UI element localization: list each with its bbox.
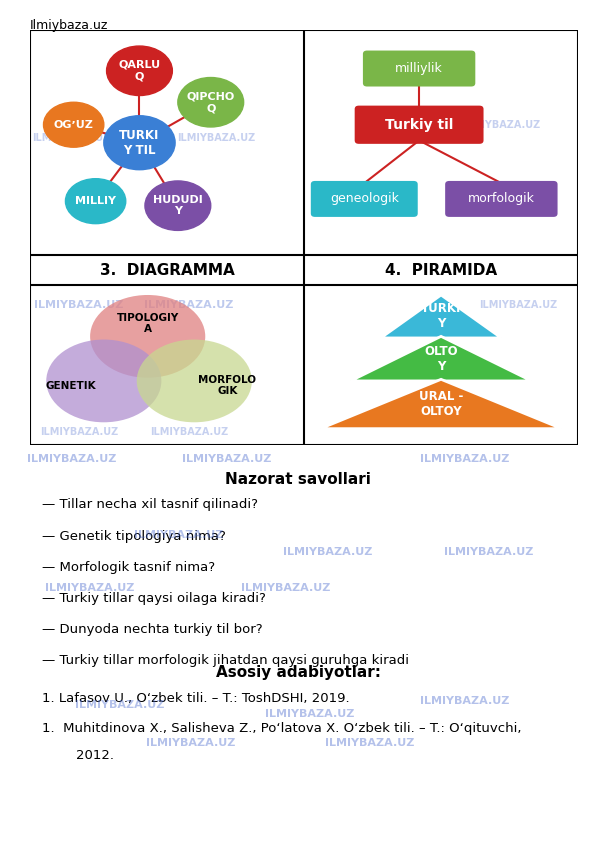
Text: GENETIK: GENETIK [46, 381, 96, 391]
Ellipse shape [90, 295, 205, 378]
Text: ILMIYBAZA.UZ: ILMIYBAZA.UZ [146, 738, 235, 748]
Polygon shape [321, 380, 561, 429]
Text: ILMIYBAZA.UZ: ILMIYBAZA.UZ [420, 454, 510, 464]
Text: TURKI
Y TIL: TURKI Y TIL [119, 129, 160, 157]
Ellipse shape [136, 339, 252, 423]
Text: ILMIYBAZA.UZ: ILMIYBAZA.UZ [241, 583, 331, 593]
Text: ILMIYBAZA.UZ: ILMIYBAZA.UZ [325, 738, 414, 748]
Text: HUDUDI
Y: HUDUDI Y [153, 195, 203, 216]
Text: ILMIYBAZA.UZ: ILMIYBAZA.UZ [150, 427, 228, 437]
Text: — Morfologik tasnif nima?: — Morfologik tasnif nima? [42, 561, 215, 573]
Text: ILMIYBAZA.UZ: ILMIYBAZA.UZ [74, 700, 164, 710]
Text: 2012.: 2012. [42, 749, 114, 762]
Ellipse shape [107, 46, 172, 95]
Text: Ilmiybaza.uz: Ilmiybaza.uz [30, 19, 108, 32]
Text: TIPOLOGIY
A: TIPOLOGIY A [117, 313, 179, 334]
Text: geneologik: geneologik [330, 193, 399, 205]
Text: — Turkiy tillar morfologik jihatdan qaysi guruhga kiradi: — Turkiy tillar morfologik jihatdan qays… [42, 654, 409, 667]
Text: Nazorat savollari: Nazorat savollari [225, 472, 371, 487]
Text: — Tillar necha xil tasnif qilinadi?: — Tillar necha xil tasnif qilinadi? [42, 498, 257, 511]
FancyBboxPatch shape [311, 181, 418, 217]
Text: QARLU
Q: QARLU Q [119, 60, 160, 82]
Text: 4.  PIRAMIDA: 4. PIRAMIDA [385, 263, 497, 278]
Text: ILMIYBAZA.UZ: ILMIYBAZA.UZ [479, 300, 557, 310]
Text: 3.  DIAGRAMMA: 3. DIAGRAMMA [100, 263, 234, 278]
Ellipse shape [46, 339, 162, 423]
Text: OLTO
Y: OLTO Y [424, 344, 458, 373]
Text: ILMIYBAZA.UZ: ILMIYBAZA.UZ [32, 133, 110, 143]
Ellipse shape [104, 115, 175, 170]
Text: — Dunyoda nechta turkiy til bor?: — Dunyoda nechta turkiy til bor? [42, 623, 262, 636]
Text: ILMIYBAZA.UZ: ILMIYBAZA.UZ [177, 133, 255, 143]
Text: Asosiy adabiyotlar:: Asosiy adabiyotlar: [216, 665, 380, 680]
FancyBboxPatch shape [445, 181, 558, 217]
Text: 1.  Muhitdinova X., Salisheva Z., Po‘latova X. O‘zbek tili. – T.: O‘qituvchi,: 1. Muhitdinova X., Salisheva Z., Po‘lato… [42, 722, 522, 735]
Ellipse shape [44, 102, 104, 147]
Text: QIPCHO
Q: QIPCHO Q [187, 92, 235, 113]
Text: ILMIYBAZA.UZ: ILMIYBAZA.UZ [45, 583, 134, 593]
Text: ILMIYBAZA.UZ: ILMIYBAZA.UZ [144, 300, 234, 310]
Text: ILMIYBAZA.UZ: ILMIYBAZA.UZ [134, 530, 224, 540]
Text: — Turkiy tillar qaysi oilaga kiradi?: — Turkiy tillar qaysi oilaga kiradi? [42, 592, 266, 605]
Text: MILLIY: MILLIY [75, 196, 116, 206]
Polygon shape [381, 295, 501, 338]
Text: ILMIYBAZA.UZ: ILMIYBAZA.UZ [462, 120, 541, 130]
Ellipse shape [66, 179, 126, 224]
Ellipse shape [145, 181, 211, 231]
Text: Turkiy til: Turkiy til [385, 118, 454, 131]
FancyBboxPatch shape [363, 51, 476, 87]
Ellipse shape [178, 77, 244, 127]
Text: ILMIYBAZA.UZ: ILMIYBAZA.UZ [420, 695, 510, 706]
Text: OGʼUZ: OGʼUZ [54, 120, 94, 130]
Text: ILMIYBAZA.UZ: ILMIYBAZA.UZ [283, 546, 372, 557]
FancyBboxPatch shape [355, 105, 483, 144]
Text: ILMIYBAZA.UZ: ILMIYBAZA.UZ [182, 454, 271, 464]
Text: ILMIYBAZA.UZ: ILMIYBAZA.UZ [27, 454, 116, 464]
Text: ILMIYBAZA.UZ: ILMIYBAZA.UZ [35, 300, 124, 310]
Text: URAL -
OLTOY: URAL - OLTOY [419, 390, 463, 418]
Text: morfologik: morfologik [468, 193, 535, 205]
Text: milliylik: milliylik [395, 62, 443, 75]
Text: TURKI
Y: TURKI Y [421, 302, 461, 330]
Polygon shape [350, 336, 532, 381]
Text: ILMIYBAZA.UZ: ILMIYBAZA.UZ [265, 709, 355, 719]
Text: MORFOLO
GIK: MORFOLO GIK [198, 375, 256, 397]
Text: ILMIYBAZA.UZ: ILMIYBAZA.UZ [40, 427, 118, 437]
Text: — Genetik tipologiya nima?: — Genetik tipologiya nima? [42, 530, 226, 542]
Text: 1. Lafasov U., O‘zbek tili. – T.: ToshDSHI, 2019.: 1. Lafasov U., O‘zbek tili. – T.: ToshDS… [42, 692, 349, 705]
Text: ILMIYBAZA.UZ: ILMIYBAZA.UZ [444, 546, 533, 557]
